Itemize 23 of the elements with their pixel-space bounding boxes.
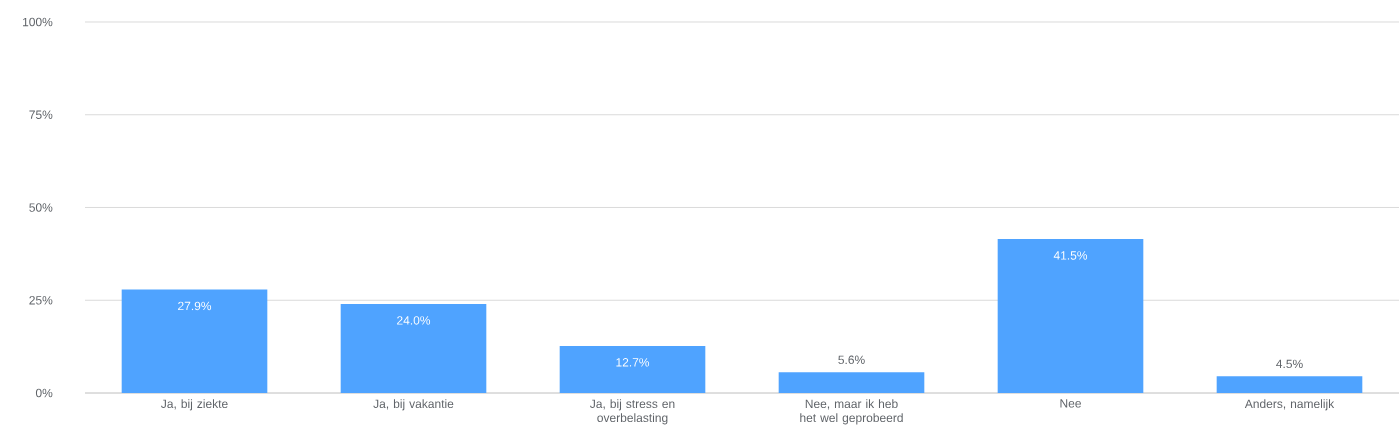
bar xyxy=(778,372,925,393)
bar xyxy=(559,345,706,393)
y-tick-label: 75% xyxy=(29,110,53,119)
data-label: 4.5% xyxy=(1276,359,1303,369)
data-label: 12.7% xyxy=(616,358,650,367)
data-label: 27.9% xyxy=(178,301,212,311)
x-tick-label: Ja, bij ziekte xyxy=(161,399,228,411)
data-label: 24.0% xyxy=(397,316,431,325)
y-tick-label: 0% xyxy=(35,388,53,398)
y-tick-label: 25% xyxy=(29,296,53,305)
bar xyxy=(340,303,487,393)
y-tick-label: 100% xyxy=(23,17,53,27)
x-tick-label: Ja, bij vakantie xyxy=(373,399,454,411)
bar xyxy=(997,239,1144,393)
data-label: 5.6% xyxy=(838,355,865,365)
data-label: 41.5% xyxy=(1053,251,1088,260)
x-tick-label: Anders, namelijk xyxy=(1244,399,1335,411)
x-tick-label: Nee xyxy=(1060,399,1081,408)
bar xyxy=(121,289,268,393)
y-tick-label: 50% xyxy=(29,203,53,212)
bar xyxy=(1216,376,1363,393)
x-tick-label: Nee, maar ik heb het wel geprobeerd xyxy=(800,399,903,425)
x-tick-label: Ja, bij stress en overbelasting xyxy=(590,399,675,425)
